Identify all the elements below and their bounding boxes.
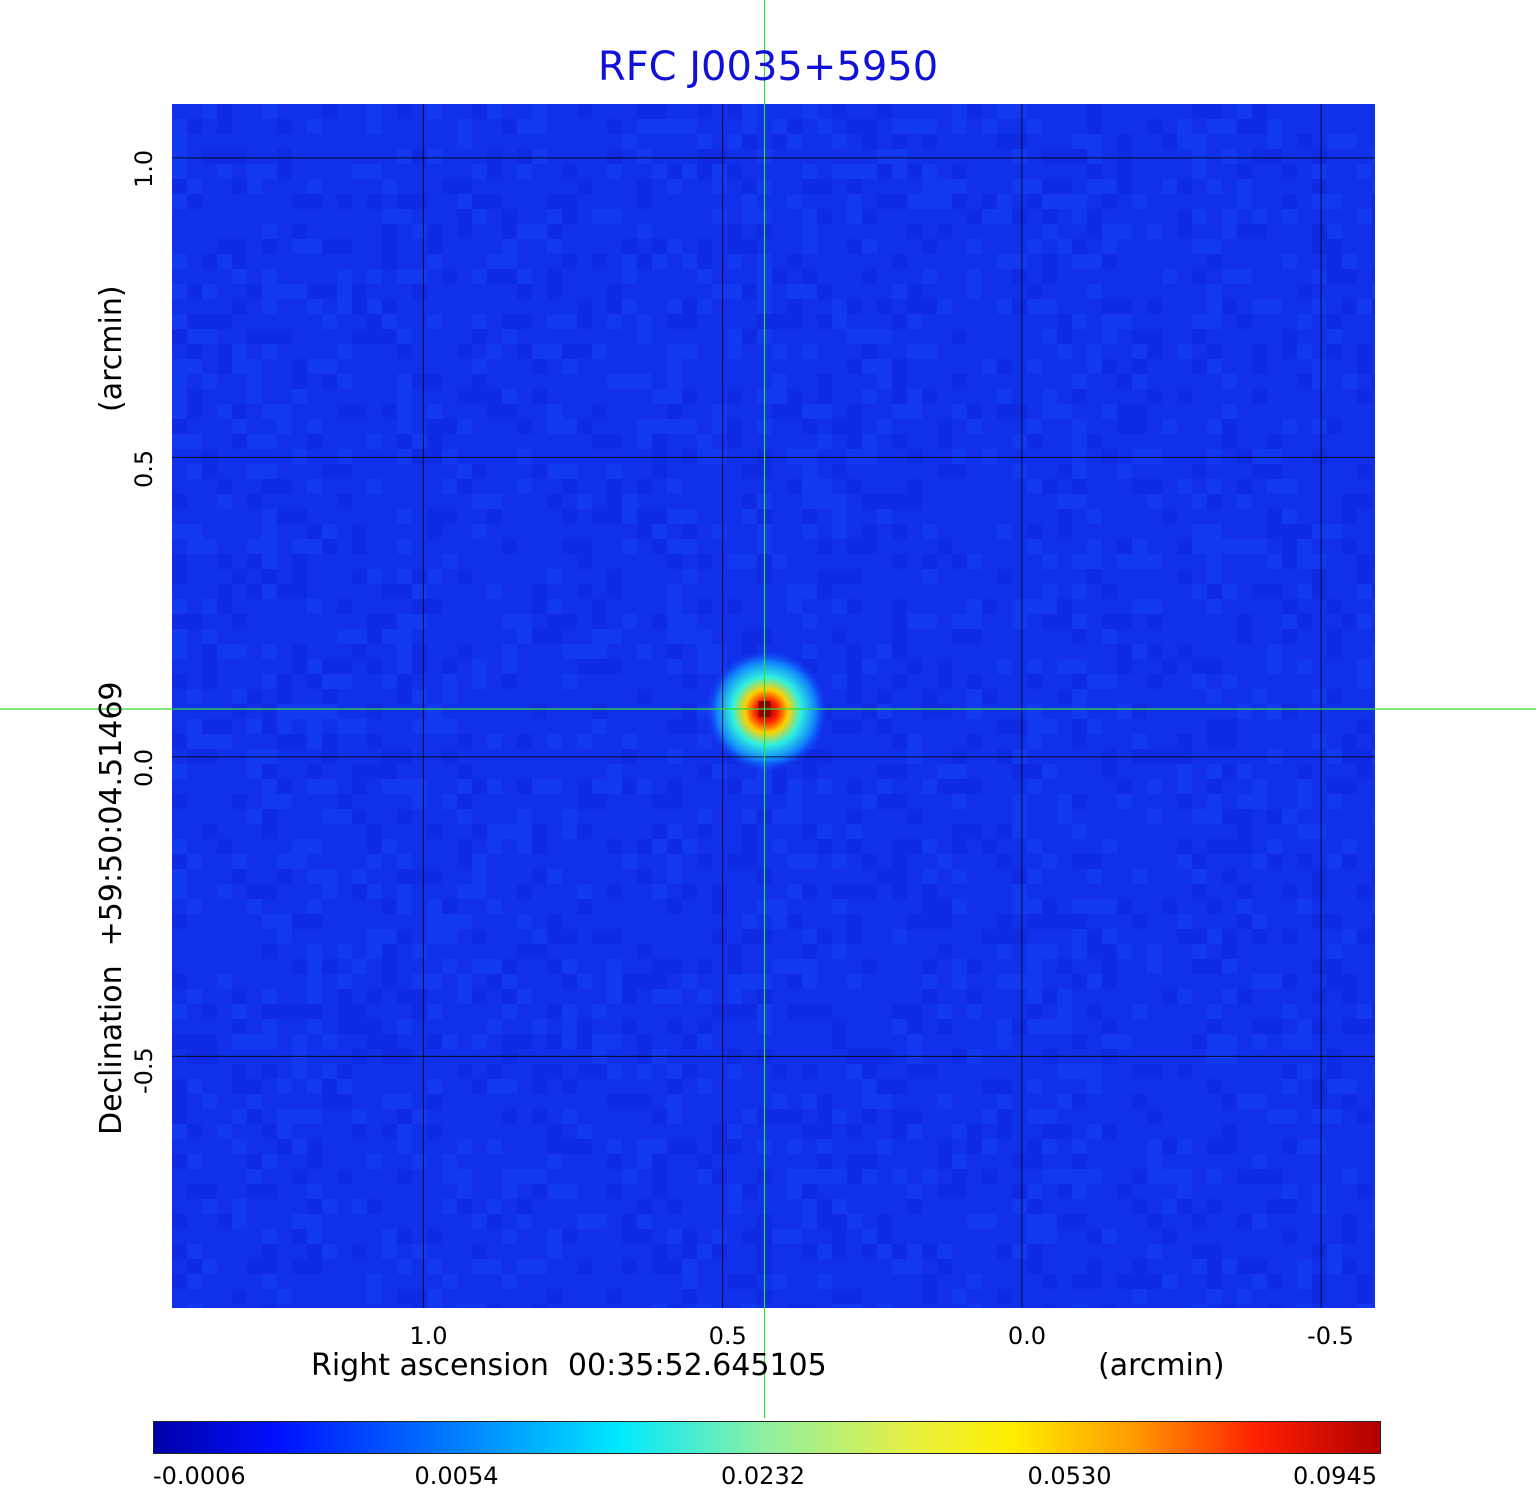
x-axis-unit: (arcmin) bbox=[1098, 1348, 1225, 1383]
crosshair bbox=[0, 0, 1536, 1418]
x-tick-label: 0.0 bbox=[1007, 1322, 1047, 1350]
x-axis-label: Right ascension 00:35:52.645105 bbox=[311, 1348, 827, 1383]
y-axis-label: Declination +59:50:04.51469 bbox=[94, 681, 129, 1135]
colorbar-tick-label: 0.0945 bbox=[1293, 1462, 1377, 1490]
y-axis-unit: (arcmin) bbox=[94, 285, 129, 412]
x-tick-label: 0.5 bbox=[708, 1322, 747, 1350]
colorbar-tick-label: 0.0232 bbox=[721, 1462, 805, 1490]
y-tick-label: 0.5 bbox=[130, 449, 158, 488]
plot-frame bbox=[168, 100, 1379, 1312]
x-tick-label: -0.5 bbox=[1307, 1322, 1354, 1350]
colorbar bbox=[153, 1421, 1381, 1454]
grid-lines bbox=[172, 104, 1375, 1308]
y-tick-label: -0.5 bbox=[130, 1047, 158, 1095]
y-tick-label: 0.0 bbox=[130, 749, 158, 788]
heatmap-image bbox=[168, 100, 1379, 1312]
colorbar-tick-label: -0.0006 bbox=[153, 1462, 246, 1490]
colorbar-tick-label: 0.0054 bbox=[414, 1462, 499, 1490]
x-tick-label: 1.0 bbox=[409, 1322, 448, 1350]
chart-title: RFC J0035+5950 bbox=[597, 44, 939, 90]
noise-texture bbox=[172, 104, 1375, 1308]
y-tick-label: 1.0 bbox=[130, 150, 158, 189]
colorbar-tick-label: 0.0530 bbox=[1027, 1462, 1112, 1490]
